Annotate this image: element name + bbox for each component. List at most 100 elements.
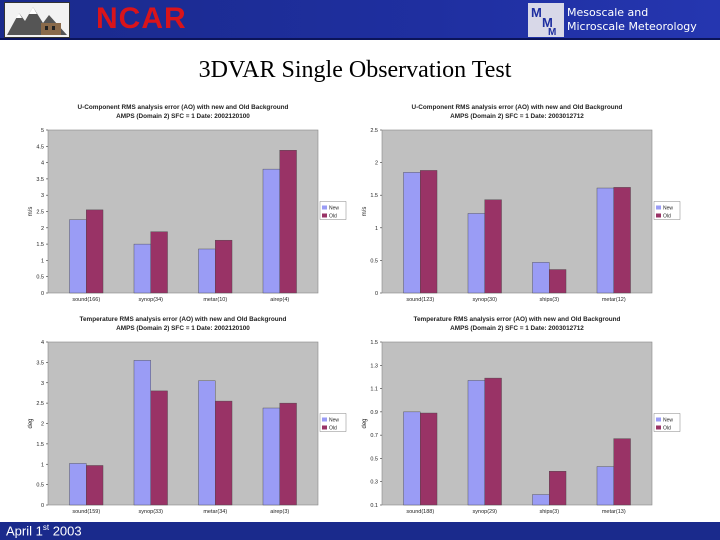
bar-new (69, 463, 87, 506)
y-tick-label: 2 (41, 226, 44, 232)
x-tick-label: synop(33) (139, 509, 164, 515)
y-tick-label: 0 (41, 503, 44, 509)
y-tick-label: 4 (41, 340, 44, 346)
y-tick-label: 0 (375, 291, 378, 297)
chart-title-line-1: U-Component RMS analysis error (AO) with… (78, 104, 289, 111)
bar-new (403, 172, 421, 294)
y-tick-label: 0.5 (370, 258, 378, 264)
bar-new (467, 380, 485, 506)
chart-svg: U-Component RMS analysis error (AO) with… (28, 104, 347, 303)
bar-new (133, 360, 151, 506)
y-tick-label: 0.1 (370, 503, 378, 509)
legend-label: Old (329, 214, 337, 220)
y-tick-label: 1 (41, 462, 44, 468)
bar-old (215, 239, 233, 294)
x-tick-label: ships(3) (539, 297, 559, 303)
chart-title-line-1: U-Component RMS analysis error (AO) with… (412, 104, 623, 111)
legend: New Old (653, 201, 681, 220)
y-tick-label: 0.5 (36, 483, 44, 489)
footer-bar: April 1st 2003 (0, 522, 720, 540)
y-axis-label: m/s (362, 207, 368, 217)
y-tick-label: 5 (41, 128, 44, 134)
svg-text:M: M (548, 27, 556, 37)
bar-new (133, 243, 151, 294)
y-tick-label: 1.5 (370, 193, 378, 199)
x-tick-label: metar(13) (602, 509, 626, 515)
group-line-1: Mesoscale and (567, 6, 649, 19)
bar-new (262, 407, 280, 506)
group-line-2: Microscale Meteorology (567, 20, 697, 33)
chart-svg: Temperature RMS analysis error (AO) with… (28, 316, 347, 515)
y-tick-label: 1.5 (36, 242, 44, 248)
bar-old (150, 390, 168, 506)
group-name: Mesoscale and Microscale Meteorology (567, 6, 697, 34)
chart-svg: U-Component RMS analysis error (AO) with… (362, 104, 681, 303)
x-tick-label: synop(30) (473, 297, 498, 303)
legend-swatch (322, 213, 327, 218)
svg-text:M: M (542, 15, 553, 30)
y-tick-label: 1.3 (370, 363, 378, 369)
legend-swatch (656, 425, 661, 430)
y-tick-label: 3 (41, 193, 44, 199)
legend-label: New (663, 206, 673, 212)
bar-new (69, 219, 87, 294)
bar-old (279, 402, 297, 506)
y-tick-label: 2.5 (370, 128, 378, 134)
legend-label: New (329, 206, 339, 212)
bar-old (549, 269, 567, 294)
legend-swatch (656, 205, 661, 210)
y-tick-label: 0.5 (36, 275, 44, 281)
slide-title: 3DVAR Single Observation Test (198, 57, 512, 83)
chart-temp-2003012712: Temperature RMS analysis error (AO) with… (352, 312, 682, 517)
ncar-brand: NCAR (96, 2, 187, 35)
chart-svg: Temperature RMS analysis error (AO) with… (362, 316, 681, 515)
x-tick-label: sound(159) (72, 509, 100, 515)
y-axis-label: deg (28, 418, 34, 428)
legend-label: Old (663, 426, 671, 432)
x-tick-label: synop(29) (473, 509, 498, 515)
date-year: 2003 (49, 523, 82, 539)
bar-new (262, 168, 280, 294)
y-tick-label: 2.5 (36, 401, 44, 407)
legend-label: Old (663, 214, 671, 220)
legend-label: New (663, 418, 673, 424)
y-tick-label: 1 (375, 226, 378, 232)
x-tick-label: sound(123) (406, 297, 434, 303)
x-tick-label: metar(12) (602, 297, 626, 303)
mountain-logo-icon (4, 2, 70, 38)
legend: New Old (653, 413, 681, 432)
bar-new (467, 213, 485, 294)
bar-old (420, 412, 438, 506)
y-tick-label: 0.9 (370, 410, 378, 416)
x-tick-label: ships(3) (539, 509, 559, 515)
bar-old (86, 465, 104, 506)
y-tick-label: 2 (375, 161, 378, 167)
legend-label: Old (329, 426, 337, 432)
bar-old (420, 170, 438, 294)
header-bar: NCAR M M M Mesoscale and Microscale Mete… (0, 0, 720, 40)
bar-old (215, 400, 233, 506)
bar-new (198, 248, 216, 294)
bar-old (613, 187, 631, 294)
x-tick-label: airep(4) (270, 297, 289, 303)
x-tick-label: metar(10) (203, 297, 227, 303)
legend-label: New (329, 418, 339, 424)
y-tick-label: 0.5 (370, 456, 378, 462)
y-tick-label: 3 (41, 381, 44, 387)
y-tick-label: 3.5 (36, 177, 44, 183)
chart-title-line-1: Temperature RMS analysis error (AO) with… (80, 316, 287, 323)
chart-title-line-2: AMPS (Domain 2) SFC = 1 Date: 2003012712 (450, 113, 584, 120)
chart-title-line-1: Temperature RMS analysis error (AO) with… (414, 316, 621, 323)
legend-swatch (322, 205, 327, 210)
chart-u-2003012712: U-Component RMS analysis error (AO) with… (352, 100, 682, 305)
y-axis-label: m/s (28, 207, 34, 217)
y-axis-label: deg (362, 418, 368, 428)
mmm-logo-icon: M M M (528, 3, 564, 38)
y-tick-label: 0 (41, 291, 44, 297)
bar-new (532, 494, 550, 506)
bar-new (532, 262, 550, 294)
y-tick-label: 0.7 (370, 433, 378, 439)
y-tick-label: 3.5 (36, 360, 44, 366)
bar-old (484, 199, 502, 294)
bar-old (613, 438, 631, 506)
